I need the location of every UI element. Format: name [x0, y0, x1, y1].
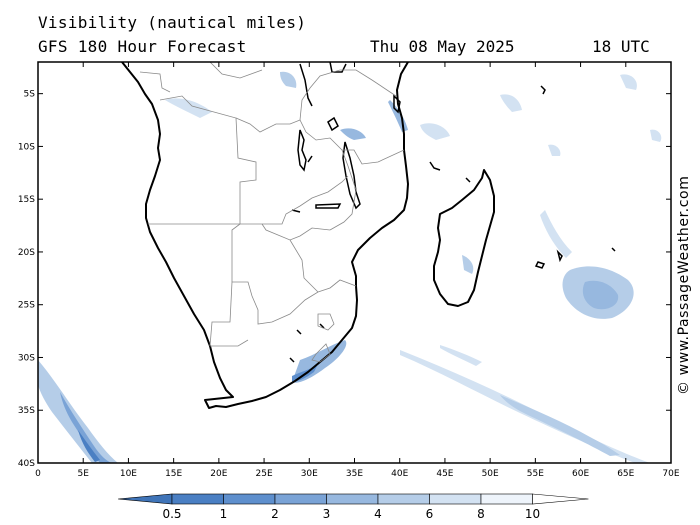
colorbar-label: 8: [477, 507, 485, 521]
colorbar-segment: [377, 493, 430, 505]
lat-tick-label: 35S: [18, 406, 35, 416]
colorbar-legend: 0.5 1 2 3 4 6 8 10: [117, 493, 589, 521]
lon-tick-label: 15E: [165, 469, 182, 479]
colorbar-label: 2: [271, 507, 279, 521]
lon-tick-label: 65E: [617, 469, 634, 479]
colorbar-segment: [274, 493, 327, 505]
coastlines: [121, 62, 616, 409]
country-borders: [139, 62, 405, 363]
forecast-date: Thu 08 May 2025: [370, 37, 515, 56]
lat-tick-label: 10S: [18, 142, 35, 152]
lon-tick-label: 35E: [346, 469, 363, 479]
lon-tick-label: 60E: [572, 469, 589, 479]
colorbar-segment: [326, 493, 379, 505]
lon-tick-label: 20E: [210, 469, 227, 479]
lat-tick-label: 20S: [18, 248, 35, 258]
lon-tick-label: 25E: [256, 469, 273, 479]
lon-tick-label: 70E: [662, 469, 679, 479]
lon-tick-label: 55E: [527, 469, 544, 479]
lon-tick-label: 0: [35, 469, 41, 479]
map-frame: [37, 61, 672, 464]
lon-tick-label: 10E: [120, 469, 137, 479]
lat-tick-label: 40S: [18, 459, 35, 469]
latitude-axis: 5S 10S 15S 20S 25S 30S 35S 40S: [18, 90, 671, 469]
lon-tick-label: 5E: [78, 469, 90, 479]
lon-tick-label: 45E: [436, 469, 453, 479]
forecast-subtitle: GFS 180 Hour Forecast: [38, 37, 247, 56]
lat-tick-label: 25S: [18, 301, 35, 311]
forecast-time: 18 UTC: [592, 37, 650, 56]
visibility-shading: [38, 71, 662, 463]
lat-tick-label: 5S: [24, 90, 36, 100]
colorbar-label: 10: [525, 507, 540, 521]
lat-tick-label: 30S: [18, 353, 35, 363]
colorbar-label: 4: [374, 507, 382, 521]
colorbar-segment: [171, 493, 224, 505]
chart-title: Visibility (nautical miles): [38, 13, 307, 32]
lon-tick-label: 40E: [391, 469, 408, 479]
colorbar-segment: [480, 493, 533, 505]
colorbar-label: 1: [220, 507, 228, 521]
colorbar-label: 3: [323, 507, 331, 521]
colorbar-label: 0.5: [162, 507, 181, 521]
longitude-axis: 0 5E 10E 15E 20E 25E 30E 35E 40E 45E 50E 55E 60E 65E 7…: [35, 62, 680, 479]
lon-tick-label: 30E: [301, 469, 318, 479]
lat-tick-label: 15S: [18, 195, 35, 205]
colorbar-high-arrow: [532, 493, 589, 505]
colorbar-low-arrow: [117, 493, 173, 505]
colorbar-segment: [223, 493, 276, 505]
lon-tick-label: 50E: [482, 469, 499, 479]
colorbar-segment: [429, 493, 482, 505]
colorbar-label: 6: [426, 507, 434, 521]
